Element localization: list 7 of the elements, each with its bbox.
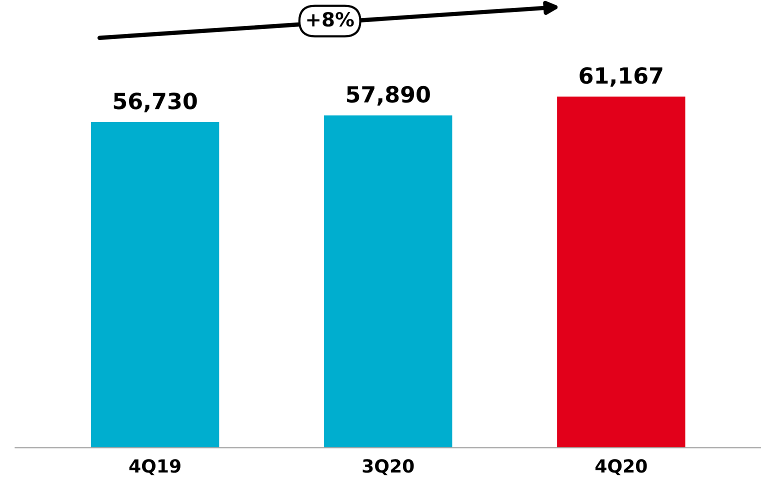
data-label: 57,890 xyxy=(346,86,430,106)
x-tick-label: 3Q20 xyxy=(362,459,414,476)
x-tick-label: 4Q20 xyxy=(595,459,647,476)
x-tick-label: 4Q19 xyxy=(129,459,180,476)
text: +8% xyxy=(307,12,354,27)
data-label: 56,730 xyxy=(114,92,197,112)
data-label: 61,167 xyxy=(580,67,662,87)
